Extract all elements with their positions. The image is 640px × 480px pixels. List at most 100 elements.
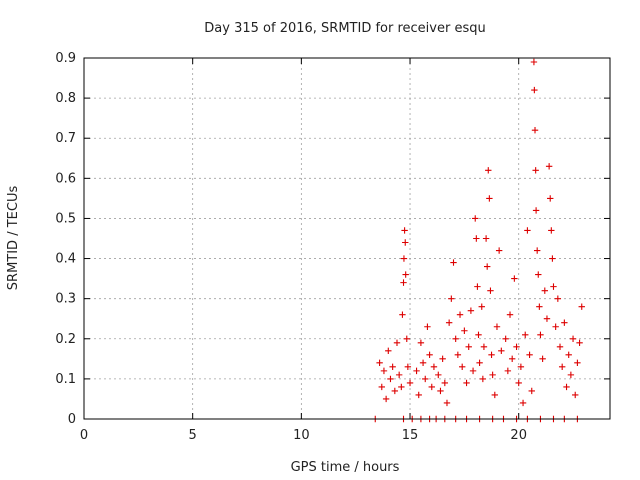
- data-point: [475, 331, 482, 338]
- data-point: [536, 303, 543, 310]
- data-point: [402, 271, 409, 278]
- data-point: [515, 379, 522, 387]
- data-point: [403, 335, 410, 342]
- data-point: [400, 279, 407, 286]
- data-point: [530, 58, 538, 66]
- data-point: [401, 227, 408, 234]
- data-point: [533, 247, 541, 254]
- data-point: [489, 371, 496, 379]
- axis-layer: 0 0.1 0.2 0.3 0.4 0.5 0.6 0.7 0.8 0.9 0 5 10 15 20: [55, 51, 610, 443]
- y-tick-label: 0.8: [55, 91, 76, 106]
- data-point: [552, 323, 559, 330]
- data-point: [435, 371, 442, 379]
- data-point: [419, 359, 427, 367]
- data-point: [465, 343, 472, 350]
- data-point: [537, 331, 544, 338]
- data-point: [545, 163, 553, 170]
- data-point: [472, 215, 479, 222]
- y-tick-label: 0.7: [55, 131, 76, 146]
- data-point: [424, 323, 431, 330]
- data-point: [443, 399, 451, 407]
- data-point: [528, 387, 535, 395]
- data-point: [493, 323, 501, 330]
- plot-frame: [83, 57, 611, 420]
- y-tick-label: 0.9: [55, 51, 76, 66]
- data-point: [382, 395, 390, 403]
- x-tick-label: 20: [510, 428, 527, 443]
- data-point: [524, 227, 531, 234]
- data-point: [539, 355, 546, 363]
- data-point: [535, 271, 542, 278]
- data-point: [567, 371, 575, 379]
- data-point: [476, 359, 483, 367]
- data-point: [378, 383, 385, 391]
- data-point: [543, 315, 551, 322]
- data-point: [454, 351, 462, 359]
- data-point: [547, 195, 554, 202]
- data-point: [463, 379, 470, 387]
- data-point: [404, 363, 412, 371]
- data-point: [498, 347, 505, 355]
- data-point: [482, 235, 490, 242]
- data-point: [430, 363, 438, 371]
- data-point: [508, 355, 516, 363]
- data-point: [531, 86, 538, 94]
- data-point: [531, 127, 539, 134]
- data-point: [400, 255, 408, 262]
- data-point: [513, 343, 520, 350]
- data-point: [572, 391, 579, 399]
- y-tick-label: 0.4: [55, 252, 76, 267]
- y-tick-label: 0: [68, 412, 76, 427]
- data-point: [473, 235, 480, 242]
- data-point: [550, 283, 557, 290]
- data-point: [480, 343, 488, 350]
- data-point: [561, 319, 568, 326]
- data-point: [456, 311, 464, 318]
- data-point: [565, 351, 572, 359]
- data-point: [486, 195, 493, 202]
- data-point: [479, 375, 487, 383]
- data-point: [387, 375, 394, 383]
- x-tick-label: 0: [80, 428, 88, 443]
- data-point: [576, 339, 583, 346]
- y-tick-label: 0.2: [55, 332, 76, 347]
- data-point: [548, 227, 555, 234]
- data-point: [417, 339, 425, 346]
- x-tick-label: 15: [402, 428, 419, 443]
- data-point: [526, 351, 533, 359]
- y-tick-label: 0.3: [55, 292, 76, 307]
- data-point: [413, 367, 420, 375]
- data-point: [519, 399, 527, 407]
- data-point: [517, 363, 525, 371]
- data-point: [541, 287, 548, 294]
- data-point: [428, 383, 435, 391]
- chart-title: Day 315 of 2016, SRMTID for receiver esq…: [204, 21, 485, 36]
- data-point: [445, 319, 453, 326]
- data-point: [406, 379, 414, 387]
- data-point: [467, 307, 475, 314]
- data-point: [478, 303, 485, 310]
- data-point: [483, 263, 491, 270]
- data-point: [511, 275, 518, 282]
- data-point: [448, 295, 455, 302]
- data-point: [439, 355, 446, 363]
- data-point: [426, 351, 433, 359]
- data-point: [391, 387, 399, 395]
- data-point: [504, 367, 512, 375]
- data-point: [506, 311, 514, 318]
- data-point: [522, 331, 529, 338]
- data-point: [549, 255, 556, 262]
- data-point: [398, 383, 405, 391]
- data-point: [474, 283, 481, 290]
- data-point: [402, 239, 409, 246]
- grid-layer: [84, 58, 610, 419]
- data-point: [415, 391, 422, 399]
- y-tick-label: 0.6: [55, 171, 76, 186]
- data-point: [450, 259, 457, 266]
- data-point: [441, 379, 449, 387]
- data-point: [376, 359, 383, 367]
- data-point: [380, 367, 388, 375]
- data-point: [563, 383, 570, 391]
- data-point: [485, 167, 492, 174]
- data-point: [495, 247, 503, 254]
